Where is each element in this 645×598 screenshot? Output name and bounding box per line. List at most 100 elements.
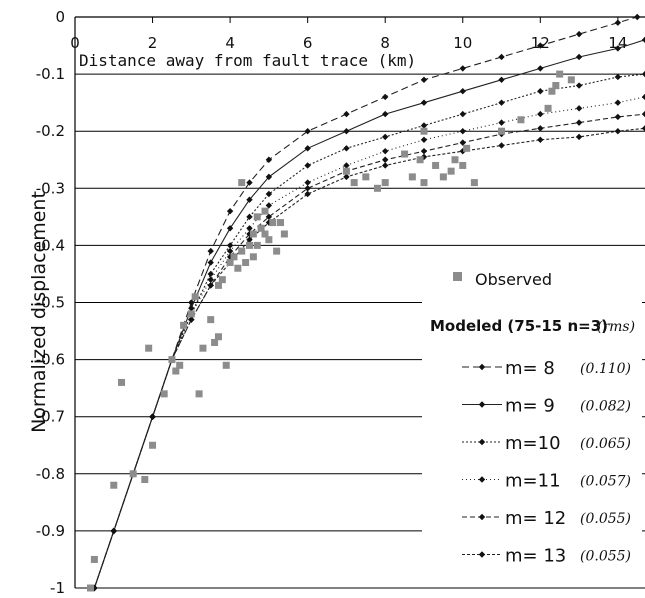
- observed-point: [463, 144, 471, 152]
- series-point: [188, 305, 195, 312]
- series-point: [207, 259, 214, 266]
- x-tick-label: 4: [225, 34, 235, 52]
- series-point: [498, 99, 505, 106]
- legend-series-label: m=11: [505, 471, 561, 492]
- y-tick-label: -0.4: [36, 236, 65, 254]
- observed-point: [552, 82, 560, 90]
- observed-point: [362, 173, 370, 181]
- legend-series-label: m=10: [505, 433, 561, 454]
- legend: Observed Modeled (75-15 n=3) (rms) m= 8 (…: [422, 262, 642, 582]
- y-tick-label: -0.1: [36, 65, 65, 83]
- legend-modeled-title: Modeled (75-15 n=3): [430, 317, 608, 335]
- observed-point: [180, 321, 188, 329]
- y-tick-label: -0.5: [36, 294, 65, 312]
- observed-point: [269, 219, 277, 227]
- observed-point: [249, 230, 257, 238]
- series-line-m10: [93, 73, 645, 589]
- series-point: [537, 88, 544, 95]
- series-point: [459, 88, 466, 95]
- legend-series-label: m= 13: [505, 546, 566, 567]
- observed-point: [222, 361, 230, 369]
- series-point: [641, 93, 645, 101]
- series-point: [265, 173, 273, 181]
- series-point: [304, 145, 311, 152]
- legend-entries: m= 8 (0.110) m= 9 (0.082) m=10 (0.065) m=11 (0.…: [462, 358, 631, 567]
- observed-point: [234, 264, 242, 272]
- series-point: [246, 213, 253, 221]
- y-tick-label: -0.8: [36, 465, 65, 483]
- observed-point: [280, 230, 288, 238]
- legend-entry-m10: m=10 (0.065): [462, 433, 631, 454]
- series-point: [459, 139, 466, 146]
- series-point: [614, 99, 622, 106]
- legend-series-label: m= 8: [505, 358, 555, 379]
- observed-point: [129, 470, 137, 478]
- series-point: [265, 213, 273, 221]
- x-tick-label: 10: [453, 34, 472, 52]
- y-tick-label: -0.7: [36, 408, 65, 426]
- observed-point: [195, 390, 203, 398]
- legend-marker: [478, 513, 486, 521]
- observed-points: [87, 70, 575, 592]
- observed-point: [218, 276, 226, 284]
- series-point: [246, 225, 253, 232]
- series-point: [420, 147, 428, 155]
- series-point: [265, 190, 273, 198]
- legend-marker: [478, 476, 486, 483]
- series-point: [110, 527, 117, 535]
- observed-point: [447, 167, 455, 175]
- series-point: [226, 247, 234, 255]
- y-tick-label: -0.2: [36, 122, 65, 140]
- observed-point: [172, 367, 180, 375]
- x-tick-label: 6: [303, 34, 313, 52]
- observed-point: [439, 173, 447, 181]
- observed-point: [401, 150, 409, 158]
- series-point: [304, 190, 311, 198]
- series-point: [575, 119, 583, 126]
- series-point: [459, 65, 466, 72]
- series-point: [382, 133, 389, 141]
- observed-point: [350, 179, 358, 187]
- observed-point: [145, 344, 153, 352]
- observed-point: [191, 293, 199, 301]
- series-point: [459, 128, 466, 135]
- series-point: [420, 76, 428, 84]
- legend-rms-value: (0.110): [580, 361, 631, 377]
- observed-point: [257, 224, 265, 232]
- series-point: [575, 105, 583, 112]
- observed-point: [199, 344, 207, 352]
- legend-observed-marker: [453, 272, 462, 281]
- observed-point: [253, 213, 261, 221]
- series-point: [343, 173, 350, 181]
- y-tick-label: -0.3: [36, 179, 65, 197]
- observed-point: [110, 481, 118, 489]
- legend-rms-value: (0.057): [580, 474, 631, 490]
- series-point: [226, 225, 234, 232]
- observed-point: [373, 184, 381, 192]
- observed-point: [242, 259, 250, 267]
- legend-entry-m13: m= 13 (0.055): [462, 546, 631, 567]
- series-point: [246, 236, 253, 243]
- series-point: [641, 36, 645, 44]
- series-point: [498, 142, 505, 149]
- observed-point: [245, 241, 253, 249]
- legend-entry-m12: m= 12 (0.055): [462, 508, 631, 529]
- axes: [74, 16, 645, 588]
- series-point: [614, 45, 622, 52]
- legend-rms-value: (0.055): [580, 549, 631, 565]
- series-point: [634, 13, 641, 21]
- series-point: [207, 276, 214, 283]
- series-point: [382, 156, 389, 163]
- legend-rms-unit: (rms): [597, 319, 635, 335]
- observed-point: [544, 104, 552, 112]
- series-point: [188, 316, 195, 323]
- observed-point: [273, 247, 281, 255]
- observed-point: [149, 441, 157, 449]
- observed-point: [90, 555, 98, 563]
- x-tick-label: 0: [70, 34, 80, 52]
- series-point: [498, 53, 505, 61]
- observed-point: [187, 310, 195, 318]
- observed-point: [211, 338, 219, 346]
- series-line-m12: [93, 113, 645, 589]
